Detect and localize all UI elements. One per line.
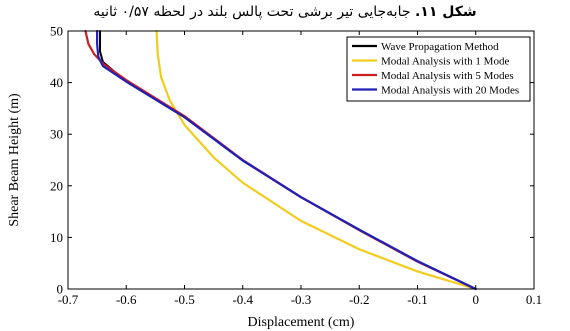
x-tick-label: -0.3 (291, 292, 312, 307)
legend-entry: Modal Analysis with 20 Modes (381, 84, 519, 96)
legend-entry: Wave Propagation Method (381, 41, 499, 53)
x-axis-title: Displacement (cm) (248, 315, 355, 330)
figure-caption-label: شکل ۱۱. (414, 4, 477, 20)
x-tick-label: -0.4 (232, 292, 253, 307)
series-line-3 (96, 29, 477, 291)
x-tick-label: 0 (473, 292, 480, 307)
x-tick-label: -0.7 (58, 292, 79, 307)
x-tick-label: -0.5 (174, 292, 195, 307)
figure-caption-text: جابه‌جایی تیر برشی تحت پالس بلند در لحظه… (93, 4, 411, 20)
x-tick-label: -0.6 (116, 292, 137, 307)
y-axis-title: Shear Beam Height (m) (7, 93, 22, 227)
legend: Wave Propagation Method Modal Analysis wi… (346, 36, 531, 102)
ticks-layer: -0.7 -0.6 -0.5 -0.4 -0.3 -0.2 -0.1 0 0.1 0 10 20 30 4… (50, 24, 542, 308)
legend-box (346, 36, 531, 102)
x-tick-label: -0.1 (407, 292, 428, 307)
series-layer (84, 29, 477, 291)
y-tick-label: 0 (57, 282, 64, 297)
x-tick-label: 0.1 (526, 292, 542, 307)
legend-entry: Modal Analysis with 1 Mode (381, 55, 509, 67)
y-tick-label: 20 (50, 178, 63, 193)
figure-caption: شکل ۱۱. جابه‌جایی تیر برشی تحت پالس بلند… (0, 4, 570, 20)
legend-entry: Modal Analysis with 5 Modes (381, 70, 514, 82)
y-tick-label: 30 (50, 127, 63, 142)
y-tick-label: 40 (50, 75, 63, 90)
y-tick-label: 50 (50, 24, 63, 39)
x-tick-label: -0.2 (349, 292, 370, 307)
series-line-1 (155, 29, 477, 291)
y-tick-label: 10 (50, 230, 63, 245)
